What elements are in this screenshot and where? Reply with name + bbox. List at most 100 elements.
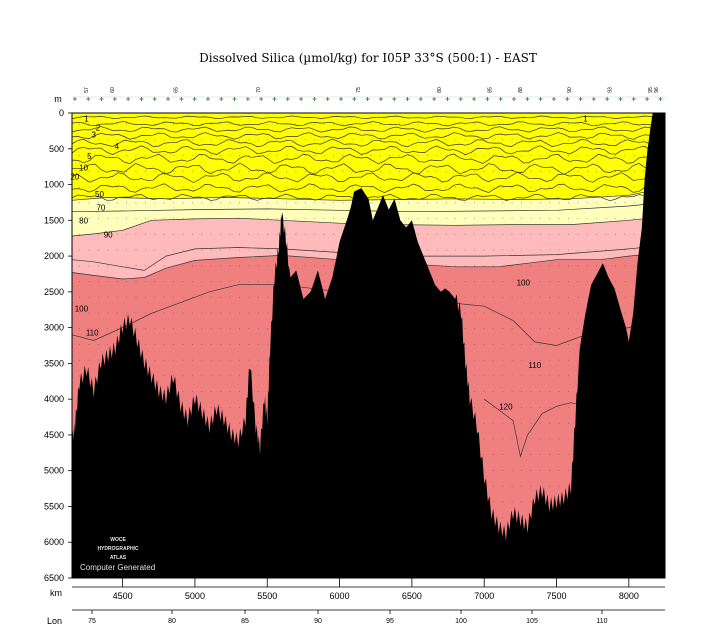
station-marker (458, 97, 463, 101)
km-tick-label: 5500 (257, 591, 277, 601)
lon-tick-label: 85 (241, 618, 249, 625)
band-lt50 (72, 113, 665, 201)
lon-tick-label: 95 (386, 618, 394, 625)
station-marker (285, 97, 290, 101)
km-tick-label: 6500 (402, 591, 422, 601)
contour-line-shallow-1 (71, 121, 663, 127)
lon-axis-label: Lon (47, 616, 62, 626)
station-marker (565, 97, 570, 101)
depth-tick-label: 6500 (44, 573, 64, 583)
station-marker (152, 97, 157, 101)
station-marker (272, 97, 277, 101)
station-marker (378, 97, 383, 101)
station-marker (259, 97, 264, 101)
contour-line-shallow-6 (71, 153, 663, 165)
station-marker (299, 97, 304, 101)
contour-label-6: 10 (79, 163, 88, 172)
station-marker (472, 97, 477, 101)
station-marker (578, 97, 583, 101)
lon-tick-label: 100 (455, 618, 467, 625)
station-marker (658, 97, 663, 101)
contour-line-shallow-8 (71, 171, 663, 183)
station-marker (126, 97, 131, 101)
contour-label-16: 120 (499, 402, 513, 411)
station-marker (179, 97, 184, 101)
contour-line-shallow-5 (71, 145, 663, 156)
station-label-93: 93 (607, 87, 613, 93)
contour-line-shallow-4 (71, 138, 663, 148)
contour-line-shallow-7 (71, 162, 663, 175)
station-marker (99, 97, 104, 101)
contour-label-4: 4 (115, 142, 120, 151)
station-marker (432, 97, 437, 101)
station-marker (512, 97, 517, 101)
contour-line-70 (71, 202, 666, 213)
station-label-57: 57 (84, 87, 90, 93)
computer-generated-note: Computer Generated (80, 563, 155, 572)
lon-tick-label: 80 (168, 618, 176, 625)
depth-tick-label: 5500 (44, 501, 64, 511)
station-marker (192, 97, 197, 101)
woce-watermark: WOCE HYDROGRAPHIC ATLAS (97, 537, 139, 561)
watermark-line-0: WOCE (110, 537, 126, 543)
station-marker (205, 97, 210, 101)
km-axis-label: km (50, 588, 62, 598)
km-tick-label: 7500 (547, 591, 567, 601)
depth-tick-label: 5000 (44, 466, 64, 476)
km-tick-label: 4500 (113, 591, 133, 601)
station-marker (352, 97, 357, 101)
station-marker (72, 97, 77, 101)
km-tick-label: 5000 (185, 591, 205, 601)
station-label-65: 65 (174, 87, 180, 93)
station-label-90: 90 (567, 87, 573, 93)
station-label-95: 95 (648, 87, 654, 93)
station-marker (618, 97, 623, 101)
contour-label-13: 100 (517, 279, 531, 288)
contour-line-shallow-9 (71, 183, 663, 193)
station-marker (86, 97, 91, 101)
contour-line-120 (483, 398, 586, 458)
contour-label-10: 80 (79, 216, 88, 225)
contour-label-14: 110 (86, 329, 99, 338)
contour-label-1: 1 (583, 115, 588, 124)
station-marker (551, 97, 556, 101)
watermark-line-1: HYDROGRAPHIC (97, 546, 139, 552)
station-marker (232, 97, 237, 101)
station-label-96: 96 (654, 87, 660, 93)
station-marker (445, 97, 450, 101)
lon-tick-label: 105 (526, 618, 538, 625)
station-marker (605, 97, 610, 101)
station-label-85: 85 (487, 87, 493, 93)
depth-tick-label: 2500 (44, 287, 64, 297)
contour-label-7: 20 (70, 173, 79, 182)
depth-tick-label: 1500 (44, 215, 64, 225)
station-marker (325, 97, 330, 101)
contour-line-shallow-0 (71, 115, 663, 119)
depth-tick-label: 3000 (44, 323, 64, 333)
contour-label-12: 100 (75, 304, 89, 313)
station-label-88: 88 (518, 87, 524, 93)
station-marker (112, 97, 117, 101)
depth-tick-label: 1000 (44, 180, 64, 190)
chart-title: Dissolved Silica (µmol/kg) for I05P 33°S… (199, 51, 537, 65)
station-marker (525, 97, 530, 101)
station-marker (418, 97, 423, 101)
contour-label-2: 2 (96, 123, 101, 132)
contour-label-11: 90 (104, 231, 113, 240)
contour-label-9: 70 (96, 203, 105, 212)
depth-tick-label: 0 (59, 108, 64, 118)
watermark-line-2: ATLAS (110, 555, 127, 561)
contour-label-8: 50 (95, 190, 104, 199)
depth-tick-label: 2000 (44, 251, 64, 261)
bathymetry (72, 113, 665, 578)
station-label-60: 60 (110, 87, 116, 93)
plot-frame (71, 112, 666, 579)
station-marker (365, 97, 370, 101)
station-marker (245, 97, 250, 101)
station-marker (139, 97, 144, 101)
contour-line-80 (71, 216, 666, 237)
contour-label-0: 1 (84, 115, 89, 124)
station-marker (392, 97, 397, 101)
